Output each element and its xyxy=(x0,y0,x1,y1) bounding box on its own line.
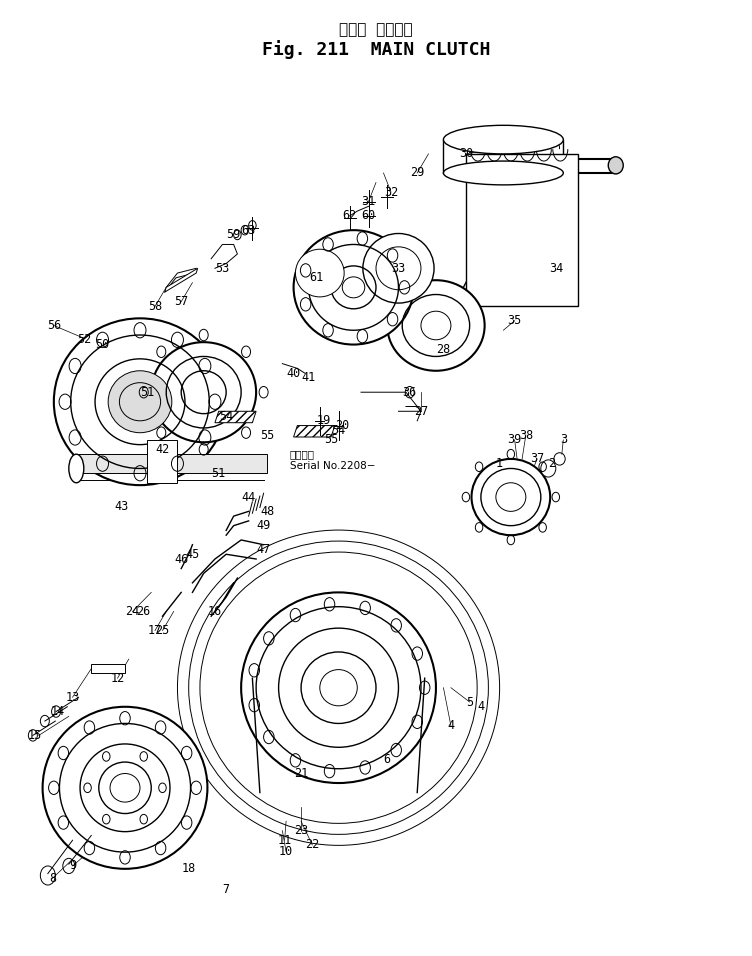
Text: 51: 51 xyxy=(211,467,226,480)
Ellipse shape xyxy=(444,125,563,154)
Text: 1: 1 xyxy=(496,457,503,470)
Text: 33: 33 xyxy=(391,262,405,274)
Ellipse shape xyxy=(472,459,550,535)
Polygon shape xyxy=(72,454,268,473)
Text: 12: 12 xyxy=(111,672,125,684)
Ellipse shape xyxy=(43,706,208,869)
Text: 19: 19 xyxy=(317,414,331,427)
Text: 36: 36 xyxy=(402,385,417,399)
Text: 62: 62 xyxy=(343,209,357,223)
Text: 38: 38 xyxy=(519,428,533,442)
Text: 63: 63 xyxy=(241,224,256,237)
Text: 7: 7 xyxy=(223,883,229,897)
Text: 21: 21 xyxy=(294,767,308,780)
Text: 10: 10 xyxy=(279,845,293,858)
Text: 28: 28 xyxy=(436,343,450,356)
Polygon shape xyxy=(165,269,198,293)
Text: 35: 35 xyxy=(508,315,522,327)
Text: 11: 11 xyxy=(277,834,292,847)
Text: 15: 15 xyxy=(28,728,42,742)
Text: 40: 40 xyxy=(287,367,301,380)
Text: 16: 16 xyxy=(208,605,222,618)
Text: 13: 13 xyxy=(65,691,80,704)
Text: 6: 6 xyxy=(384,752,391,766)
Text: 53: 53 xyxy=(215,262,229,274)
Text: 51: 51 xyxy=(141,385,155,399)
Text: 4: 4 xyxy=(478,701,484,713)
Text: 55: 55 xyxy=(324,433,338,446)
Text: 54: 54 xyxy=(332,424,346,437)
Text: 20: 20 xyxy=(335,419,350,432)
Text: 41: 41 xyxy=(302,372,316,384)
Text: 48: 48 xyxy=(260,505,274,518)
Text: 25: 25 xyxy=(156,624,170,637)
Ellipse shape xyxy=(241,593,436,783)
Polygon shape xyxy=(215,411,256,423)
Polygon shape xyxy=(466,154,578,307)
Text: 30: 30 xyxy=(459,147,473,161)
Text: 29: 29 xyxy=(410,166,424,180)
Text: 3: 3 xyxy=(559,433,567,446)
Text: 39: 39 xyxy=(508,433,522,446)
Text: 22: 22 xyxy=(305,838,320,852)
Text: 17: 17 xyxy=(148,624,162,637)
Text: 4: 4 xyxy=(447,719,454,732)
Ellipse shape xyxy=(608,157,623,174)
Text: 57: 57 xyxy=(174,295,188,308)
Polygon shape xyxy=(147,440,177,483)
Text: 9: 9 xyxy=(69,859,76,873)
Text: 56: 56 xyxy=(47,319,61,332)
Text: 46: 46 xyxy=(174,553,188,566)
Text: 55: 55 xyxy=(260,428,274,442)
Text: 52: 52 xyxy=(77,334,91,346)
Ellipse shape xyxy=(108,371,172,433)
Text: 8: 8 xyxy=(49,872,56,885)
Text: 42: 42 xyxy=(156,443,170,456)
Text: 23: 23 xyxy=(294,824,308,837)
Text: 適用号数
Serial No.2208−: 適用号数 Serial No.2208− xyxy=(290,449,375,471)
Text: Fig. 211  MAIN CLUTCH: Fig. 211 MAIN CLUTCH xyxy=(262,39,490,58)
Text: 49: 49 xyxy=(256,519,271,532)
Text: 37: 37 xyxy=(530,452,544,466)
Text: 5: 5 xyxy=(466,696,473,708)
Ellipse shape xyxy=(541,460,556,477)
Text: 44: 44 xyxy=(241,490,256,504)
Text: 26: 26 xyxy=(137,605,151,618)
Ellipse shape xyxy=(363,233,434,303)
Text: メイン  クラッチ: メイン クラッチ xyxy=(339,23,413,37)
Text: 34: 34 xyxy=(549,262,563,274)
Text: 50: 50 xyxy=(96,338,110,351)
Polygon shape xyxy=(91,663,125,673)
Text: 60: 60 xyxy=(362,209,376,223)
Ellipse shape xyxy=(69,454,83,483)
Text: 61: 61 xyxy=(309,272,323,284)
Text: 47: 47 xyxy=(256,543,271,556)
Text: 14: 14 xyxy=(50,705,65,718)
Ellipse shape xyxy=(444,161,563,185)
Polygon shape xyxy=(293,425,335,437)
Text: 43: 43 xyxy=(114,500,129,513)
Ellipse shape xyxy=(54,318,226,485)
Text: 31: 31 xyxy=(362,195,376,208)
Text: 32: 32 xyxy=(384,185,398,199)
Text: 2: 2 xyxy=(548,457,556,470)
Text: 45: 45 xyxy=(185,548,199,561)
Text: 54: 54 xyxy=(219,409,233,423)
Text: 24: 24 xyxy=(126,605,140,618)
Text: 58: 58 xyxy=(148,300,162,313)
Ellipse shape xyxy=(296,250,344,297)
Ellipse shape xyxy=(387,280,484,371)
Ellipse shape xyxy=(293,230,414,344)
Ellipse shape xyxy=(151,342,256,443)
Text: 59: 59 xyxy=(226,228,241,242)
Text: 27: 27 xyxy=(414,404,428,418)
Text: 18: 18 xyxy=(181,862,196,876)
